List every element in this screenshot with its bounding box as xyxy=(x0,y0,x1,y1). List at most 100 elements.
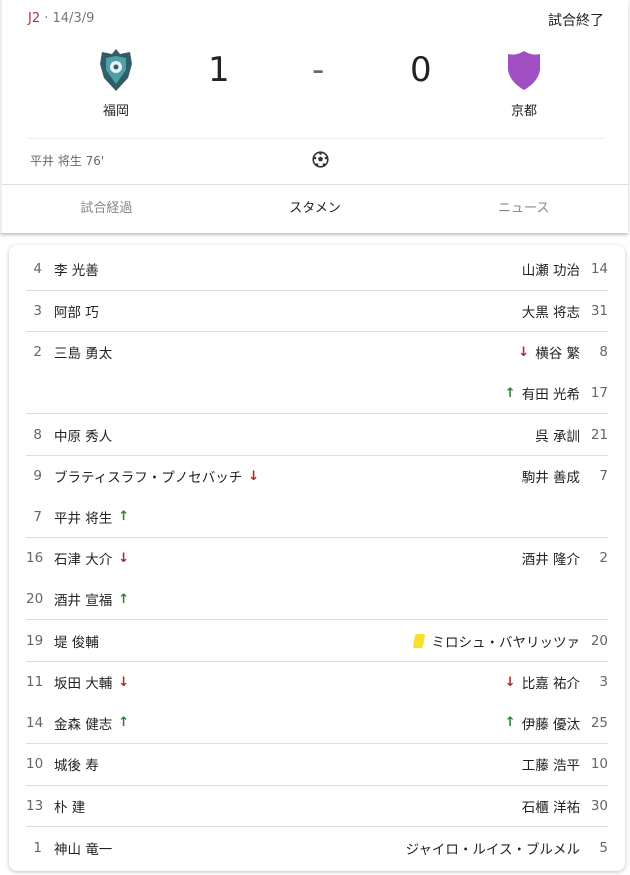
home-player-name[interactable]: 坂田 大輔 xyxy=(54,676,113,693)
home-player-number: 16 xyxy=(26,550,44,567)
lineup-group: 10 城後 寿 工藤 浩平 10 xyxy=(26,744,608,786)
league-label: J2 xyxy=(28,11,41,26)
goal-scorer: 平井 将生 76' xyxy=(30,154,105,168)
match-date: 14/3/9 xyxy=(52,11,95,26)
lineup-row: 13 朴 建 石櫃 洋祐 30 xyxy=(26,786,608,827)
tab-news[interactable]: ニュース xyxy=(498,201,550,216)
tab-lineup[interactable]: スタメン xyxy=(289,201,341,216)
home-player-number: 4 xyxy=(33,261,42,278)
away-player-number: 20 xyxy=(590,632,608,649)
home-player-name[interactable]: 酒井 宣福 xyxy=(54,593,113,610)
away-player-name[interactable]: ジャイロ・ルイス・ブルメル xyxy=(405,841,580,858)
home-player-name[interactable]: 城後 寿 xyxy=(54,758,99,775)
substitution-out-arrow-icon: ↓ xyxy=(504,674,516,690)
home-player-name[interactable]: 阿部 巧 xyxy=(54,304,99,321)
lineup-row: ↑ 有田 光希 17 xyxy=(26,373,608,414)
divider xyxy=(28,138,604,139)
tab-bar: 試合経過 スタメン ニュース xyxy=(2,184,628,234)
lineup-row: 7 平井 将生 ↑ xyxy=(26,497,608,538)
away-team-name: 京都 xyxy=(510,104,537,119)
away-player-name[interactable]: 石櫃 洋祐 xyxy=(521,800,580,817)
substitution-out-arrow-icon: ↓ xyxy=(118,674,130,690)
lineup-group: 19 堤 俊輔 ミロシュ・バヤリッツァ 20 xyxy=(26,620,608,662)
away-player-number: 14 xyxy=(590,261,608,278)
home-player-name[interactable]: 中原 秀人 xyxy=(54,428,113,445)
lineup-group: 3 阿部 巧 大黒 将志 31 xyxy=(26,291,608,333)
substitution-in-arrow-icon: ↑ xyxy=(118,715,130,731)
away-player-name[interactable]: 呉 承訓 xyxy=(535,428,580,445)
lineup-row: 11 坂田 大輔 ↓ ↓ 比嘉 祐介 3 xyxy=(26,662,608,703)
home-player-name[interactable]: 神山 竜一 xyxy=(54,841,113,858)
home-player-number: 11 xyxy=(26,674,44,691)
lineup-row: 20 酒井 宣福 ↑ xyxy=(26,579,608,620)
away-player-number: 5 xyxy=(599,839,608,856)
lineup-row: 1 神山 竜一 ジャイロ・ルイス・ブルメル 5 xyxy=(26,827,608,868)
away-player-number: 17 xyxy=(590,385,608,402)
home-player-name[interactable]: 金森 健志 xyxy=(54,716,113,733)
away-player-number: 3 xyxy=(599,674,608,691)
lineup-row: 19 堤 俊輔 ミロシュ・バヤリッツァ 20 xyxy=(26,620,608,661)
substitution-in-arrow-icon: ↑ xyxy=(504,385,516,401)
match-status: 試合終了 xyxy=(548,13,604,29)
away-team[interactable]: 京都 xyxy=(494,48,554,119)
away-player-name[interactable]: 伊藤 優汰 xyxy=(521,716,580,733)
away-player-name[interactable]: 横谷 繁 xyxy=(535,346,580,363)
away-player-name[interactable]: 有田 光希 xyxy=(521,387,580,404)
home-player-number: 10 xyxy=(26,756,44,773)
substitution-out-arrow-icon: ↓ xyxy=(248,468,260,484)
lineup-row: 4 李 光善 山瀬 功治 14 xyxy=(26,249,608,290)
home-player-name[interactable]: ブラティスラフ・プノセバッチ xyxy=(54,470,243,487)
fukuoka-crest-icon xyxy=(100,49,132,91)
away-player-number: 21 xyxy=(590,426,608,443)
home-player-number: 13 xyxy=(26,798,44,815)
lineup-group: 11 坂田 大輔 ↓ ↓ 比嘉 祐介 3 14 金森 健志 ↑ ↑ 伊藤 優汰 25 xyxy=(26,662,608,745)
away-player-name[interactable]: 工藤 浩平 xyxy=(521,758,580,775)
lineup-group: 9 ブラティスラフ・プノセバッチ ↓ 駒井 善成 7 7 平井 将生 ↑ xyxy=(26,456,608,539)
home-team-name: 福岡 xyxy=(102,104,129,119)
home-player-name[interactable]: 朴 建 xyxy=(54,800,86,817)
match-meta: J2 · 14/3/9 xyxy=(28,11,95,26)
lineup-group: 16 石津 大介 ↓ 酒井 隆介 2 20 酒井 宣福 ↑ xyxy=(26,538,608,621)
lineup-group: 2 三島 勇太 ↓ 横谷 繁 8 ↑ 有田 光希 17 xyxy=(26,332,608,415)
away-player-name[interactable]: 山瀬 功治 xyxy=(521,263,580,280)
match-header: J2 · 14/3/9 試合終了 福岡 1 - 0 京都 平井 将生 76' 試… xyxy=(0,0,628,233)
home-player-number: 9 xyxy=(33,468,42,485)
lineup-row: 16 石津 大介 ↓ 酒井 隆介 2 xyxy=(26,538,608,579)
away-player-name[interactable]: 大黒 将志 xyxy=(521,304,580,321)
home-player-name[interactable]: 平井 将生 xyxy=(54,510,113,527)
home-team[interactable]: 福岡 xyxy=(86,48,146,119)
away-player-number: 30 xyxy=(590,798,608,815)
substitution-in-arrow-icon: ↑ xyxy=(118,509,130,525)
away-player-name[interactable]: ミロシュ・バヤリッツァ xyxy=(431,634,581,651)
away-player-name[interactable]: 酒井 隆介 xyxy=(521,552,580,569)
home-player-number: 8 xyxy=(33,426,42,443)
lineup-group: 8 中原 秀人 呉 承訓 21 xyxy=(26,414,608,456)
home-player-name[interactable]: 堤 俊輔 xyxy=(54,634,99,651)
away-player-number: 10 xyxy=(590,756,608,773)
away-player-name[interactable]: 駒井 善成 xyxy=(521,470,580,487)
score-separator: - xyxy=(312,50,325,90)
home-player-number: 2 xyxy=(33,344,42,361)
lineup-row: 3 阿部 巧 大黒 将志 31 xyxy=(26,291,608,332)
home-score: 1 xyxy=(208,50,230,90)
lineup-group: 1 神山 竜一 ジャイロ・ルイス・ブルメル 5 xyxy=(26,827,608,868)
substitution-out-arrow-icon: ↓ xyxy=(118,550,130,566)
home-player-name[interactable]: 三島 勇太 xyxy=(54,346,113,363)
lineup-row: 14 金森 健志 ↑ ↑ 伊藤 優汰 25 xyxy=(26,703,608,744)
lineup-row: 2 三島 勇太 ↓ 横谷 繁 8 xyxy=(26,332,608,373)
substitution-in-arrow-icon: ↑ xyxy=(504,715,516,731)
yellow-card-icon xyxy=(412,633,425,648)
away-player-name[interactable]: 比嘉 祐介 xyxy=(521,676,580,693)
lineup-row: 8 中原 秀人 呉 承訓 21 xyxy=(26,414,608,455)
soccer-ball-icon xyxy=(312,151,329,168)
substitution-in-arrow-icon: ↑ xyxy=(118,591,130,607)
home-player-name[interactable]: 李 光善 xyxy=(54,263,99,280)
home-player-number: 14 xyxy=(26,714,44,731)
home-player-name[interactable]: 石津 大介 xyxy=(54,552,113,569)
tab-timeline[interactable]: 試合経過 xyxy=(80,201,133,216)
home-player-number: 1 xyxy=(33,839,42,856)
lineup-row: 9 ブラティスラフ・プノセバッチ ↓ 駒井 善成 7 xyxy=(26,456,608,497)
away-player-number: 7 xyxy=(599,468,608,485)
home-player-number: 20 xyxy=(26,591,44,608)
